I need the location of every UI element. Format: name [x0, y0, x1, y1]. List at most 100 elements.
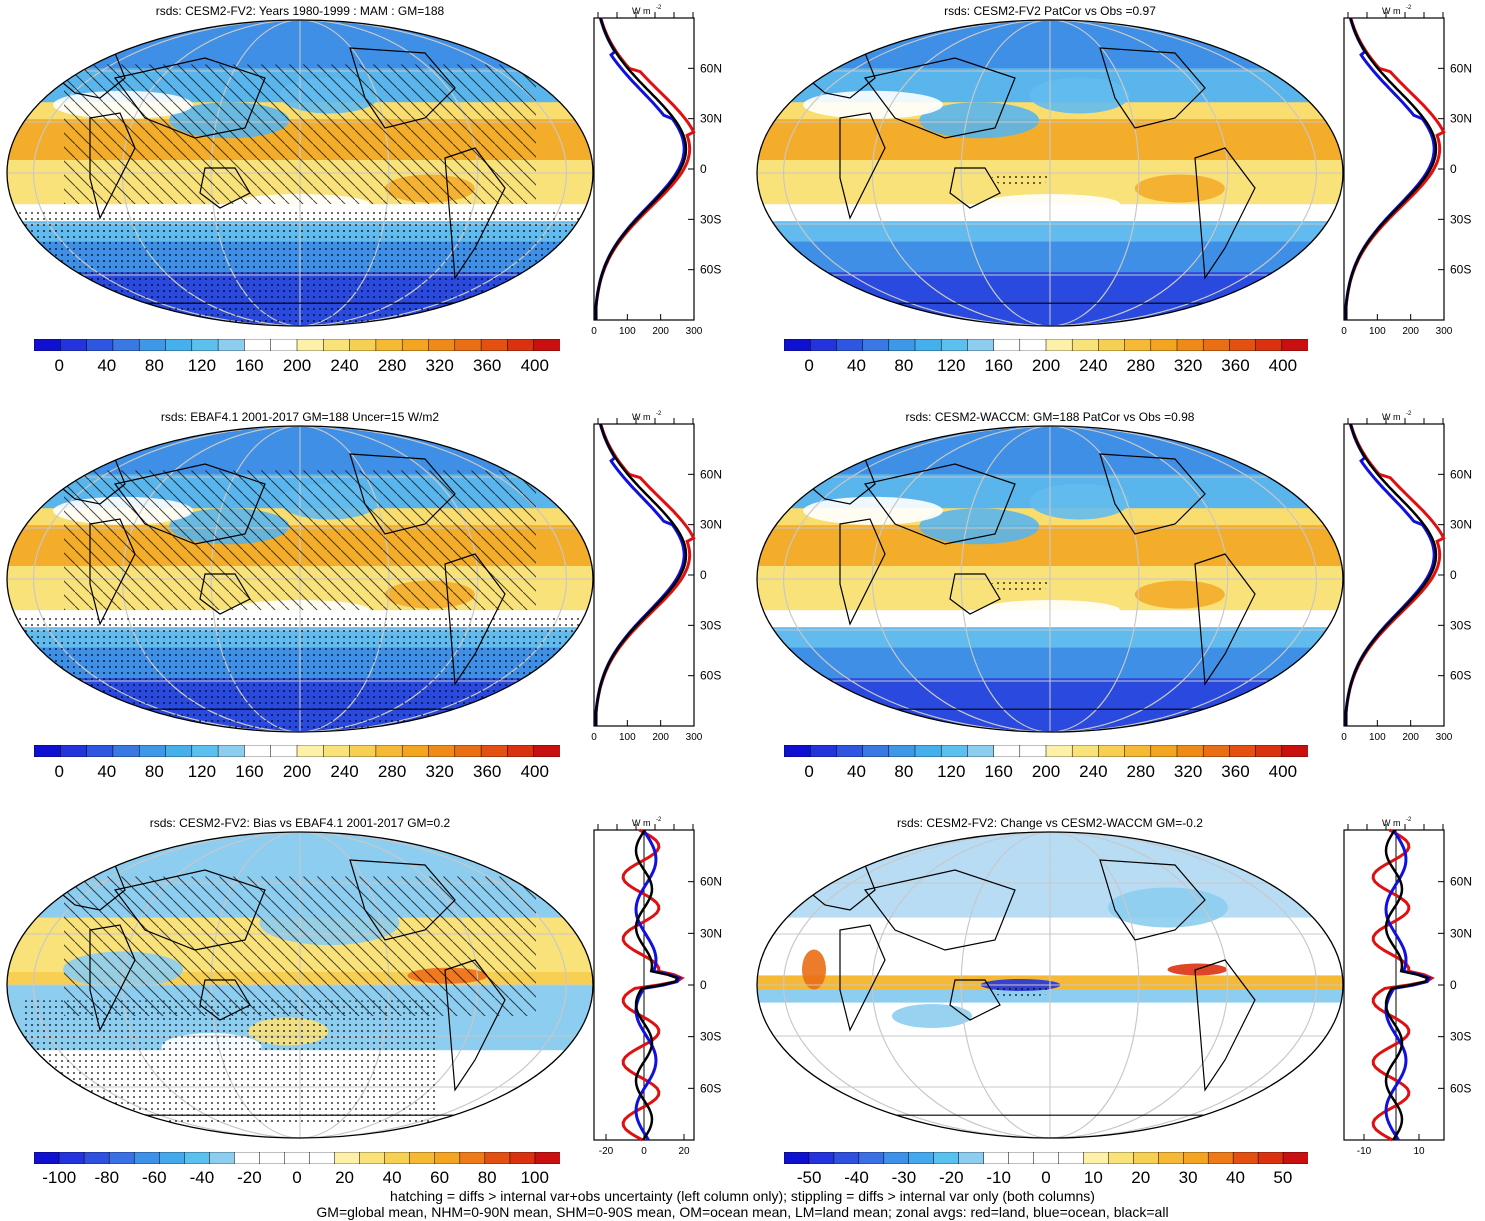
- colorbar-tick-label: 0: [804, 762, 814, 781]
- colorbar-swatch: [784, 1152, 810, 1164]
- latitude-label: 0: [700, 978, 707, 992]
- colorbar-swatch: [983, 1152, 1010, 1164]
- colorbar-tick-label: 0: [804, 356, 814, 375]
- colorbar-tick-label: 280: [377, 356, 407, 375]
- colorbar-swatch: [888, 339, 916, 351]
- colorbar-swatch: [1108, 1152, 1134, 1164]
- colorbar-swatch: [454, 339, 482, 351]
- colorbar-tick-label: -60: [142, 1168, 167, 1187]
- colorbar-swatch: [375, 745, 403, 757]
- colorbar-swatch: [914, 339, 942, 351]
- colorbar-swatch: [323, 339, 351, 351]
- colorbar-swatch: [34, 339, 61, 351]
- colorbar-swatch: [480, 339, 508, 351]
- colorbar-swatch: [244, 339, 272, 351]
- colorbar-swatch: [217, 339, 245, 351]
- colorbar-swatch: [1083, 1152, 1109, 1164]
- latitude-label: 30S: [1450, 212, 1471, 226]
- latitude-label: 30S: [1450, 618, 1471, 632]
- all-curve: [1384, 829, 1430, 1141]
- colorbar-labels: 0 40 80 120 160 200 240 280 320 360 400: [34, 762, 560, 782]
- latitude-label: 30N: [700, 518, 722, 532]
- latitude-label: 30S: [700, 618, 721, 632]
- latitude-label: 0: [1450, 568, 1457, 582]
- colorbar-tick-label: 40: [847, 762, 866, 781]
- colorbar-swatch: [933, 1152, 960, 1164]
- colorbar-swatch: [1158, 1152, 1184, 1164]
- profile-tick-label: 300: [1436, 326, 1453, 337]
- colorbar: [34, 1152, 560, 1164]
- colorbar-swatch: [259, 1152, 286, 1164]
- colorbar-swatch: [1282, 1152, 1308, 1164]
- colorbar-swatch: [309, 1152, 336, 1164]
- panel-title: rsds: EBAF4.1 2001-2017 GM=188 Uncer=15 …: [160, 410, 440, 424]
- colorbar-swatch: [217, 745, 245, 757]
- profile-tick-label: -20: [599, 1146, 614, 1157]
- colorbar-swatch: [1071, 339, 1099, 351]
- colorbar-tick-label: 240: [330, 356, 359, 375]
- colorbar-swatch: [914, 745, 942, 757]
- colorbar-tick-label: 240: [1079, 356, 1108, 375]
- colorbar-swatch: [138, 339, 167, 351]
- figure-footnote: hatching = diffs > internal var+obs unce…: [0, 1188, 1485, 1220]
- colorbar-swatch: [334, 1152, 361, 1164]
- colorbar-swatch: [808, 1152, 835, 1164]
- panel-title: rsds: CESM2-FV2: Change vs CESM2-WACCM G…: [897, 816, 1203, 830]
- panel-title: rsds: CESM2-FV2: Years 1980-1999 : MAM :…: [155, 4, 445, 18]
- profile-tick-label: 0: [1341, 732, 1347, 743]
- colorbar-swatch: [191, 339, 219, 351]
- colorbar-swatch: [209, 1152, 235, 1164]
- colorbar-swatch: [993, 339, 1021, 351]
- colorbar-swatch: [60, 745, 88, 757]
- latitude-label: 30N: [1450, 112, 1472, 126]
- colorbar-tick-label: 200: [1031, 762, 1061, 781]
- colorbar-swatch: [967, 745, 995, 757]
- latitude-label: 30N: [1450, 926, 1472, 940]
- map-field: [757, 832, 1343, 1138]
- colorbar-swatch: [1124, 339, 1152, 351]
- profile-tick-label: 0: [1341, 326, 1347, 337]
- latitude-label: 60S: [1450, 263, 1471, 277]
- colorbar-tick-label: 400: [520, 762, 549, 781]
- profile-tick-label: 300: [686, 732, 703, 743]
- unit-label: W m: [632, 412, 651, 422]
- colorbar-swatch: [1098, 339, 1126, 351]
- colorbar-tick-label: 160: [984, 762, 1013, 781]
- latitude-label: 0: [1450, 978, 1457, 992]
- colorbar: [34, 339, 560, 351]
- map-field: [7, 20, 593, 326]
- colorbar-swatch: [60, 339, 88, 351]
- ocean-curve: [1344, 17, 1436, 320]
- colorbar-tick-label: -50: [796, 1168, 822, 1187]
- land-curve: [621, 828, 685, 1142]
- colorbar-swatch: [967, 339, 995, 351]
- zonal-mean-profile: W m -2 60N 30N 0 30S 60S -20 0 20: [593, 817, 722, 1157]
- colorbar-swatch: [108, 1152, 135, 1164]
- colorbar-swatch: [784, 745, 811, 757]
- profile-tick-label: 10: [1413, 1146, 1425, 1157]
- profile-tick-label: 300: [686, 326, 703, 337]
- all-curve: [634, 829, 680, 1141]
- colorbar-tick-label: 60: [430, 1168, 450, 1187]
- profile-tick-label: 0: [641, 1146, 647, 1157]
- world-map: [6, 831, 594, 1139]
- colorbar-labels: 0 40 80 120 160 200 240 280 320 360 400: [784, 762, 1308, 782]
- latitude-label: 0: [700, 162, 707, 176]
- colorbar-tick-label: 360: [1221, 356, 1250, 375]
- colorbar-tick-label: 50: [1273, 1168, 1293, 1187]
- colorbar-tick-label: 40: [847, 356, 866, 375]
- colorbar-tick-label: 400: [1268, 356, 1298, 375]
- colorbar-labels: -100 -80 -60 -40 -20 0 20 40 60 80 100: [34, 1168, 560, 1188]
- colorbar-swatch: [323, 745, 351, 757]
- colorbar-swatch: [244, 745, 272, 757]
- colorbar: [784, 1152, 1308, 1164]
- unit-exponent: -2: [1406, 411, 1412, 417]
- colorbar-swatch: [1255, 339, 1283, 351]
- latitude-label: 60N: [1450, 61, 1472, 75]
- colorbar-tick-label: -10: [986, 1168, 1011, 1187]
- colorbar-swatch: [1124, 745, 1152, 757]
- colorbar-tick-label: 40: [97, 356, 117, 375]
- profile-tick-label: 200: [652, 732, 669, 743]
- zonal-mean-profile: W m -2 60N 30N 0 30S 60S 0 100 200 300: [591, 5, 722, 337]
- colorbar-swatch: [454, 745, 482, 757]
